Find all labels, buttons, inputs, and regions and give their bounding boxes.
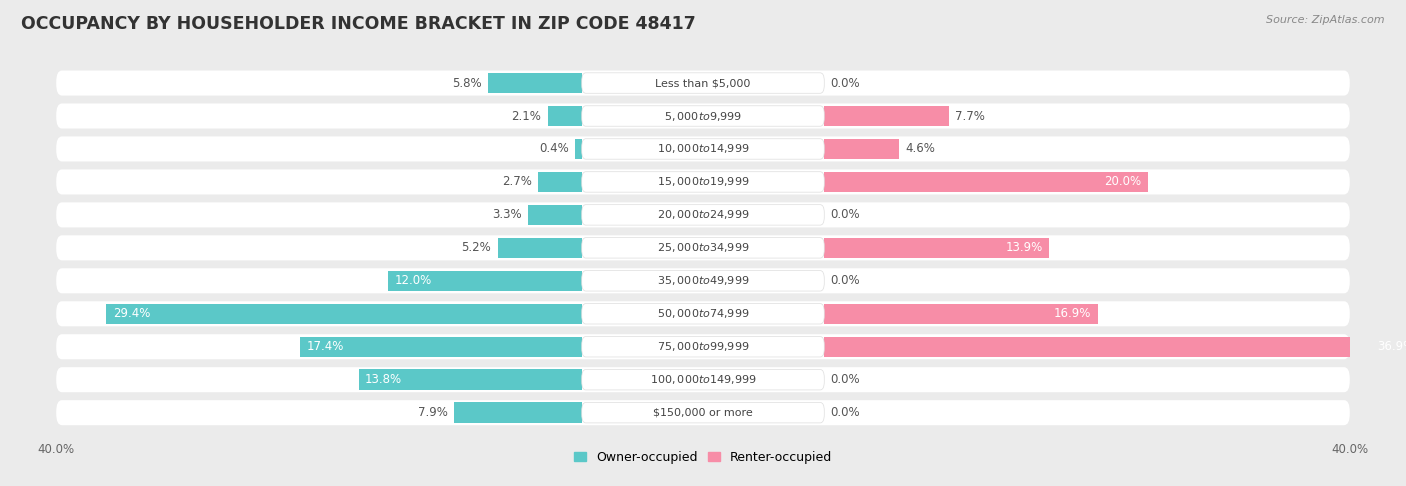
Bar	[824, 106, 949, 126]
Text: 7.9%: 7.9%	[418, 406, 447, 419]
Bar	[301, 336, 582, 357]
FancyBboxPatch shape	[56, 137, 1350, 161]
Bar	[107, 304, 582, 324]
Bar	[488, 73, 582, 93]
FancyBboxPatch shape	[56, 268, 1350, 294]
Text: 3.3%: 3.3%	[492, 208, 522, 222]
Text: 13.8%: 13.8%	[366, 373, 402, 386]
FancyBboxPatch shape	[56, 400, 1350, 425]
Text: 5.8%: 5.8%	[451, 76, 481, 89]
FancyBboxPatch shape	[582, 238, 824, 258]
Text: $15,000 to $19,999: $15,000 to $19,999	[657, 175, 749, 189]
Text: 12.0%: 12.0%	[394, 274, 432, 287]
Bar	[575, 139, 582, 159]
FancyBboxPatch shape	[582, 271, 824, 291]
Text: 0.0%: 0.0%	[831, 406, 860, 419]
Text: 29.4%: 29.4%	[112, 307, 150, 320]
Text: OCCUPANCY BY HOUSEHOLDER INCOME BRACKET IN ZIP CODE 48417: OCCUPANCY BY HOUSEHOLDER INCOME BRACKET …	[21, 15, 696, 33]
Text: $100,000 to $149,999: $100,000 to $149,999	[650, 373, 756, 386]
Text: 0.0%: 0.0%	[831, 274, 860, 287]
Text: 36.9%: 36.9%	[1378, 340, 1406, 353]
FancyBboxPatch shape	[582, 304, 824, 324]
FancyBboxPatch shape	[582, 336, 824, 357]
Text: $75,000 to $99,999: $75,000 to $99,999	[657, 340, 749, 353]
Text: 0.0%: 0.0%	[831, 373, 860, 386]
Text: $5,000 to $9,999: $5,000 to $9,999	[664, 109, 742, 122]
Bar	[824, 172, 1147, 192]
Text: 0.4%: 0.4%	[538, 142, 569, 156]
FancyBboxPatch shape	[582, 369, 824, 390]
FancyBboxPatch shape	[56, 334, 1350, 359]
FancyBboxPatch shape	[56, 170, 1350, 194]
Bar	[824, 336, 1406, 357]
Text: 17.4%: 17.4%	[307, 340, 344, 353]
Text: 20.0%: 20.0%	[1104, 175, 1142, 189]
Text: $25,000 to $34,999: $25,000 to $34,999	[657, 242, 749, 254]
Bar	[454, 402, 582, 423]
Bar	[824, 304, 1098, 324]
Text: 0.0%: 0.0%	[831, 76, 860, 89]
FancyBboxPatch shape	[582, 172, 824, 192]
Text: 0.0%: 0.0%	[831, 208, 860, 222]
Legend: Owner-occupied, Renter-occupied: Owner-occupied, Renter-occupied	[568, 446, 838, 469]
Bar	[498, 238, 582, 258]
Bar	[824, 238, 1049, 258]
Text: $150,000 or more: $150,000 or more	[654, 408, 752, 417]
FancyBboxPatch shape	[56, 301, 1350, 326]
Text: 16.9%: 16.9%	[1053, 307, 1091, 320]
Text: Less than $5,000: Less than $5,000	[655, 78, 751, 88]
FancyBboxPatch shape	[582, 73, 824, 93]
Text: $35,000 to $49,999: $35,000 to $49,999	[657, 274, 749, 287]
Bar	[359, 369, 582, 390]
Text: 4.6%: 4.6%	[905, 142, 935, 156]
Text: $10,000 to $14,999: $10,000 to $14,999	[657, 142, 749, 156]
FancyBboxPatch shape	[56, 104, 1350, 128]
Bar	[529, 205, 582, 225]
Bar	[538, 172, 582, 192]
Bar	[824, 139, 898, 159]
FancyBboxPatch shape	[56, 70, 1350, 96]
Text: 7.7%: 7.7%	[955, 109, 986, 122]
Text: 5.2%: 5.2%	[461, 242, 491, 254]
FancyBboxPatch shape	[582, 205, 824, 225]
Text: Source: ZipAtlas.com: Source: ZipAtlas.com	[1267, 15, 1385, 25]
FancyBboxPatch shape	[56, 235, 1350, 260]
FancyBboxPatch shape	[56, 367, 1350, 392]
FancyBboxPatch shape	[582, 402, 824, 423]
FancyBboxPatch shape	[56, 202, 1350, 227]
FancyBboxPatch shape	[582, 106, 824, 126]
Text: $50,000 to $74,999: $50,000 to $74,999	[657, 307, 749, 320]
FancyBboxPatch shape	[582, 139, 824, 159]
Text: $20,000 to $24,999: $20,000 to $24,999	[657, 208, 749, 222]
Text: 13.9%: 13.9%	[1005, 242, 1043, 254]
Text: 2.1%: 2.1%	[512, 109, 541, 122]
Text: 2.7%: 2.7%	[502, 175, 531, 189]
Bar	[548, 106, 582, 126]
Bar	[388, 271, 582, 291]
